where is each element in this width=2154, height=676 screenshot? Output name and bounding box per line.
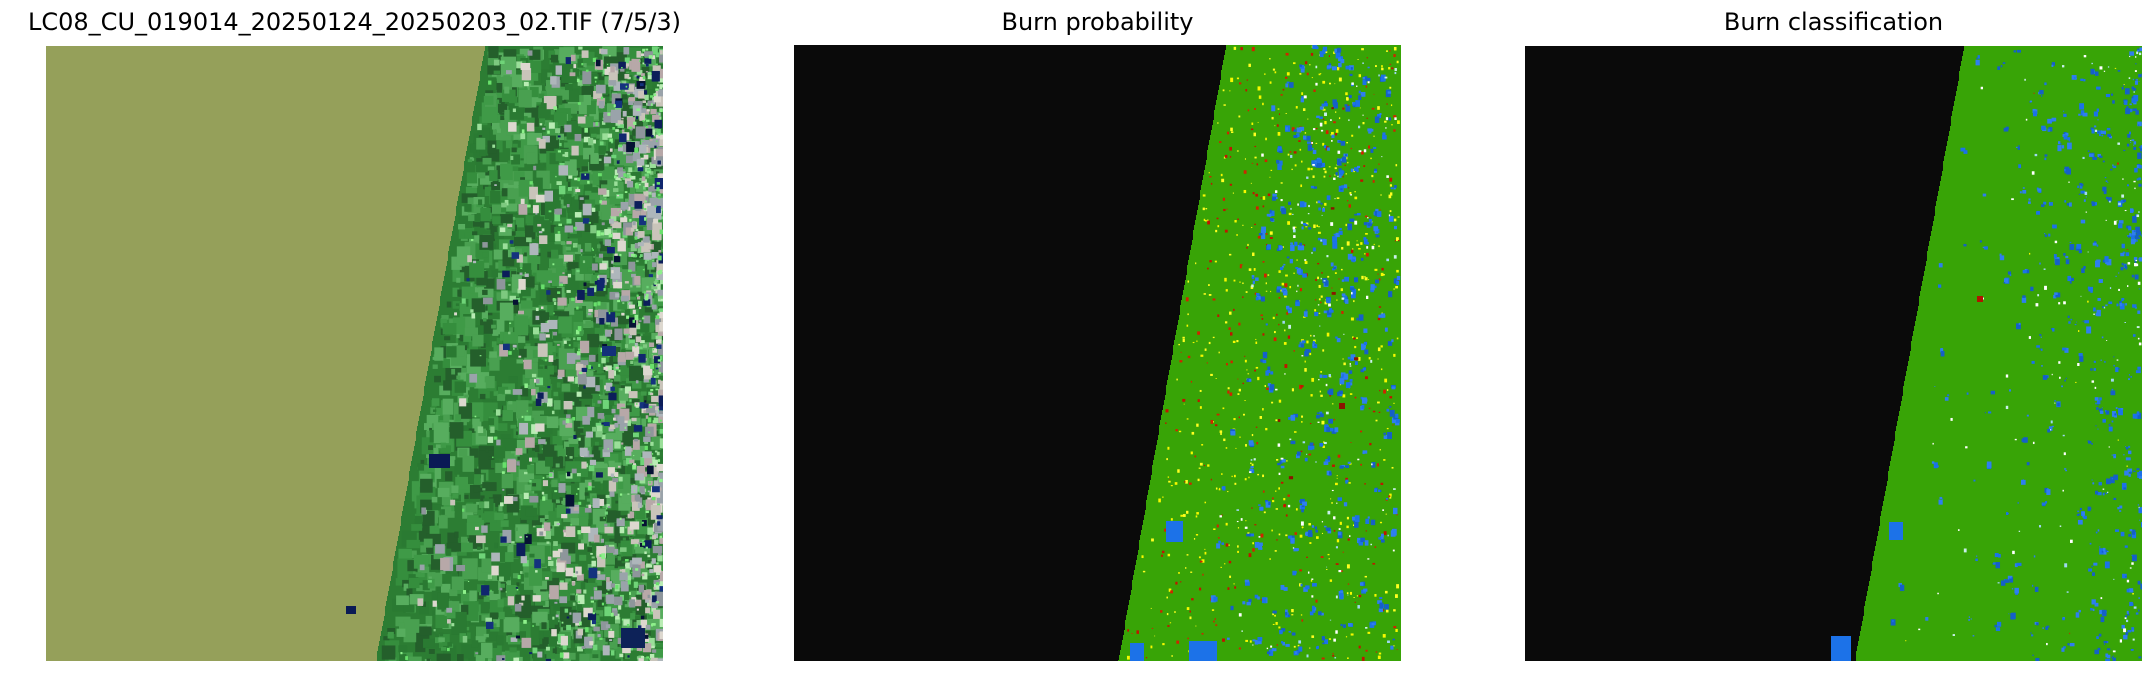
panel-satellite-title: LC08_CU_019014_20250124_20250203_02.TIF … <box>28 8 681 36</box>
satellite-image <box>46 46 663 661</box>
panel-burn-classification-title: Burn classification <box>1723 8 1944 36</box>
panel-burn-probability-title: Burn probability <box>1001 8 1194 36</box>
burn-classification-map <box>1525 46 2142 661</box>
burn-probability-map <box>794 45 1401 661</box>
